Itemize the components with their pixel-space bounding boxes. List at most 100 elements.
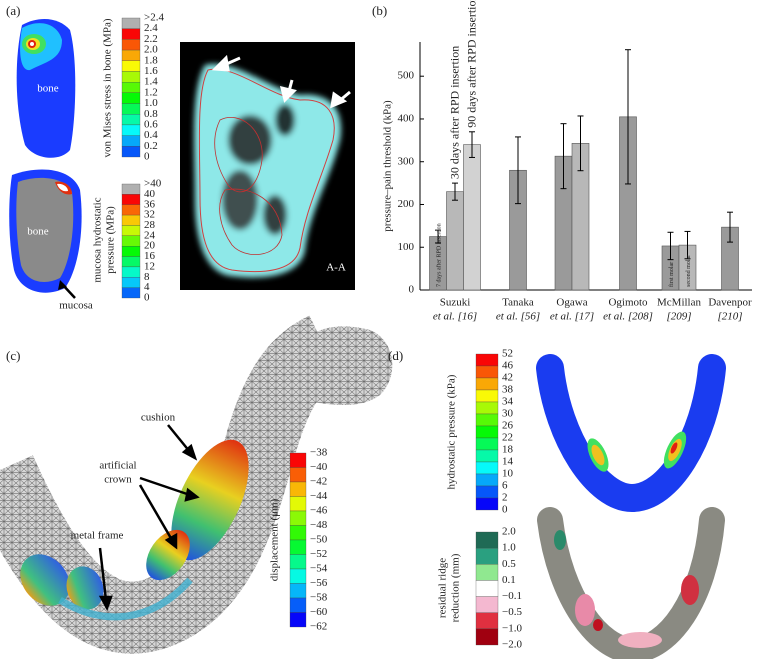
- pressure-scale-tick-label: 0: [502, 504, 508, 516]
- reduction-scale-swatch: [475, 580, 499, 597]
- displacement-scale-swatch: [289, 467, 307, 483]
- reduction-scale-tick-label: −1.0: [502, 622, 522, 634]
- stress-scale-swatch: [121, 114, 141, 126]
- error-bar: [667, 231, 674, 261]
- reduction-scale-swatch: [475, 547, 499, 565]
- pressure-scale-tick-label: 22: [502, 432, 513, 444]
- error-bar: [560, 123, 567, 190]
- reduction-scale-tick-label: 0.1: [502, 574, 516, 586]
- reduction-scale-swatch: [475, 531, 499, 549]
- reduction-scale-tick-label: 1.0: [502, 542, 516, 554]
- stress-scale-tick-label: 0.8: [144, 108, 158, 120]
- displacement-scale-tick-label: −54: [310, 563, 328, 575]
- stress-scale-tick-label: 2.2: [144, 33, 158, 45]
- stress-scale-title: von Mises stress in bone (MPa): [102, 18, 114, 157]
- bone-label: bone: [37, 83, 59, 95]
- bar-label: second molar: [686, 255, 692, 287]
- mucosa-scale-tick-label: 36: [144, 198, 156, 210]
- mucosa-scale-swatch: [121, 246, 141, 257]
- pressure-scale-swatch: [475, 437, 499, 451]
- group-label: et al. [16]: [433, 311, 477, 323]
- group-label: Davenpor: [708, 297, 752, 309]
- mucosa-scale-swatch: [121, 256, 141, 268]
- group-label: [209]: [666, 311, 691, 323]
- group-label: Tanaka: [502, 297, 534, 309]
- stress-scale-swatch: [121, 103, 141, 115]
- error-bar: [469, 131, 475, 158]
- stress-scale-tick-label: 0.2: [144, 140, 158, 152]
- pressure-scale-title: hydrostatic pressure (kPa): [446, 374, 458, 489]
- metal-frame-label: metal frame: [71, 530, 124, 542]
- stress-scale-swatch: [121, 82, 141, 93]
- displacement-scale-swatch: [289, 525, 307, 541]
- mucosa-scale-tick-label: 20: [144, 240, 156, 252]
- mucosa-scale-tick-label: 24: [144, 229, 156, 241]
- reduction-scale-tick-label: 2.0: [502, 526, 516, 538]
- pressure-scale-swatch: [475, 485, 499, 499]
- mucosa-scale-swatch: [121, 266, 141, 278]
- pressure-scale-tick-label: 52: [502, 348, 513, 360]
- reduction-scale-tick-label: 0.5: [502, 558, 516, 570]
- bar-label: 90 days after RPD insertion: [465, 0, 479, 128]
- pressure-scale-tick-label: 26: [502, 420, 514, 432]
- mucosa-scale-title: pressure (MPa): [105, 206, 117, 274]
- y-tick-label: 400: [398, 112, 415, 124]
- panel-c-art: [0, 315, 393, 654]
- mucosa-scale-swatch: [121, 214, 141, 226]
- mucosa-scale-tick-label: 8: [144, 271, 150, 283]
- mucosa-scale-tick-label: 0: [144, 292, 150, 304]
- pressure-scale-swatch: [475, 413, 499, 427]
- reduction-scale-tick-label: −2.0: [502, 639, 522, 651]
- displacement-scale-swatch: [289, 554, 307, 570]
- bar: [446, 191, 464, 291]
- pressure-scale-swatch: [475, 449, 499, 463]
- y-tick-label: 0: [409, 284, 415, 296]
- mucosa-scale-tick-label: >40: [144, 178, 162, 190]
- mucosa-scale-swatch: [121, 277, 141, 288]
- displacement-scale-tick-label: −42: [310, 476, 327, 488]
- pressure-scale-swatch: [475, 377, 499, 391]
- y-tick-label: 500: [398, 70, 415, 82]
- error-bar: [577, 115, 584, 172]
- error-bar: [435, 229, 441, 244]
- pressure-scale-swatch: [475, 353, 499, 367]
- stress-scale-swatch: [121, 135, 141, 147]
- pressure-scale-tick-label: 2: [502, 492, 508, 504]
- error-bar: [515, 136, 521, 205]
- mucosa-scale-swatch: [121, 194, 141, 205]
- y-tick-label: 200: [398, 198, 415, 210]
- displacement-scale-tick-label: −46: [310, 505, 328, 517]
- group-label: et al. [56]: [496, 311, 540, 323]
- stress-scale-tick-label: 1.2: [144, 86, 158, 98]
- displacement-scale-swatch: [289, 481, 307, 497]
- bar-label: first molar: [668, 262, 675, 287]
- displacement-scale-swatch: [289, 597, 307, 613]
- y-tick-label: 100: [398, 241, 415, 253]
- panel-label: (c): [6, 348, 20, 363]
- displacement-scale-tick-label: −52: [310, 548, 327, 560]
- mucosa-scale-tick-label: 32: [144, 209, 155, 221]
- pressure-scale-swatch: [475, 389, 499, 403]
- group-label: Ogimoto: [608, 297, 648, 309]
- pressure-scale-tick-label: 38: [502, 384, 514, 396]
- reduction-scale-swatch: [475, 612, 499, 630]
- pressure-scale-tick-label: 10: [502, 468, 514, 480]
- mucosa-scale-tick-label: 4: [144, 281, 150, 293]
- mucosa-scale-swatch: [121, 287, 141, 299]
- mucosa-scale-tick-label: 40: [144, 188, 156, 200]
- mucosa-scale-swatch: [121, 235, 141, 247]
- stress-scale-swatch: [121, 71, 141, 83]
- pressure-scale-swatch: [475, 497, 499, 511]
- displacement-scale-tick-label: −50: [310, 534, 328, 546]
- panel-label: (a): [6, 3, 20, 18]
- group-label: [210]: [717, 311, 742, 323]
- pressure-scale-tick-label: 46: [502, 360, 514, 372]
- stress-scale-swatch: [121, 124, 141, 136]
- displacement-scale-tick-label: −44: [310, 490, 328, 502]
- stress-scale-tick-label: 2.4: [144, 22, 158, 34]
- reduction-scale-swatch: [475, 628, 499, 646]
- panel-label: (b): [372, 3, 387, 18]
- stress-scale-swatch: [121, 49, 141, 61]
- pressure-scale-tick-label: 14: [502, 456, 514, 468]
